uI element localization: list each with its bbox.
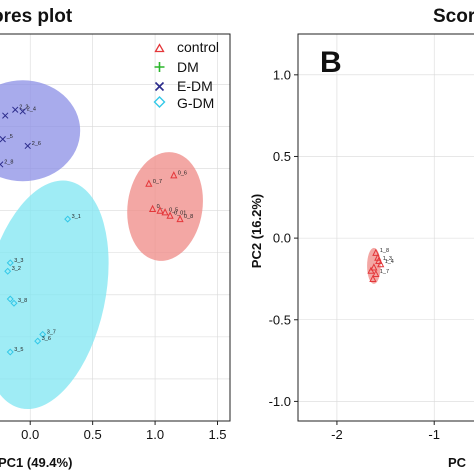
panel-b-grid — [298, 34, 474, 421]
triangle-marker-point — [161, 208, 169, 216]
confidence-ellipse-control — [127, 152, 203, 261]
panel-a-title: ores plot — [0, 6, 73, 27]
x-marker-point — [19, 108, 26, 115]
legend-label-g-dm: G-DM — [177, 95, 214, 111]
y-tick-label: 1.0 — [273, 67, 291, 82]
triangle-marker-point — [145, 179, 153, 187]
legend-plus-marker — [154, 62, 165, 72]
triangle-marker-point — [156, 206, 164, 214]
panel-b-x-axis-label: PC — [448, 455, 467, 470]
diamond-marker-point — [39, 330, 47, 338]
confidence-ellipse-e-dm — [0, 80, 81, 182]
point-label: 2_4 — [27, 106, 36, 112]
x-marker-point — [12, 106, 19, 113]
legend-x-marker — [154, 81, 165, 92]
panel-a-frame — [0, 33, 231, 422]
point-label: 0_6 — [178, 170, 187, 176]
point-label: 3_5 — [14, 347, 23, 353]
point-label: 3_7 — [47, 329, 56, 335]
point-label: 3_6 — [42, 336, 51, 342]
x-tick-label: 1.5 — [208, 427, 226, 442]
point-label: 2_2 — [19, 105, 28, 111]
point-label: 0_7 — [153, 179, 162, 185]
point-label: 3_8 — [18, 298, 27, 304]
legend-label-e-dm: E-DM — [177, 78, 213, 94]
y-tick-label: -0.5 — [269, 312, 291, 327]
panel-b-points: 1_8 1_31_4 1_7 — [367, 248, 394, 282]
legend-triangle-marker — [154, 43, 165, 53]
legend-label-control: control — [177, 39, 219, 55]
point-label: 2_8 — [4, 159, 13, 165]
x-tick-label: -2 — [331, 427, 343, 442]
x-tick-label: -1 — [428, 427, 440, 442]
triangle-marker-point — [369, 274, 377, 282]
x-marker-point — [0, 136, 6, 143]
triangle-marker-point — [375, 256, 383, 264]
triangle-marker-point — [148, 204, 157, 213]
legend-diamond-marker — [153, 96, 166, 108]
x-tick-label: 0.5 — [84, 427, 102, 442]
legend-entry-g-dm: G-DM — [153, 95, 214, 111]
triangle-marker-point — [372, 248, 380, 256]
point-label: 2_6 — [32, 141, 41, 147]
x-marker-point — [0, 161, 4, 168]
point-label: 0_01 — [174, 211, 186, 217]
point-label: 1_3 — [383, 256, 392, 262]
point-label: 3_1 — [72, 214, 81, 220]
triangle-marker-point — [377, 260, 385, 268]
diamond-marker-point — [64, 215, 72, 223]
panel-b-y-axis-label: PC2 (16.2%) — [249, 194, 264, 268]
legend-entry-dm: DM — [154, 59, 199, 75]
x-marker-point — [2, 112, 9, 119]
diamond-marker-point — [6, 259, 14, 267]
panel-a: ores plot 0_70_60_0_50_010_82_22_4_52_62… — [0, 6, 231, 470]
diamond-marker-point — [6, 348, 14, 356]
y-tick-label: -1.0 — [269, 394, 291, 409]
panel-a-points: 0_70_60_0_50_010_82_22_4_52_62_83_13_33_… — [0, 105, 193, 356]
diamond-marker-point — [10, 299, 18, 307]
diamond-marker-point — [34, 337, 42, 345]
point-label: 0_8 — [184, 214, 193, 220]
x-tick-label: 0.0 — [21, 427, 39, 442]
triangle-marker-point — [370, 263, 378, 271]
point-label: 1_7 — [380, 269, 389, 275]
point-label: 0_5 — [169, 207, 178, 213]
diamond-marker-point — [4, 267, 12, 275]
diamond-marker-point — [6, 295, 14, 303]
triangle-marker-point — [166, 211, 174, 219]
panel-b-x-ticks: -2 -1 — [331, 421, 440, 442]
legend-label-dm: DM — [177, 59, 199, 75]
point-label: 3_2 — [12, 266, 21, 272]
panel-b-letter: B — [320, 46, 342, 79]
y-tick-label: 0.0 — [273, 231, 291, 246]
panel-b: Scor 1_8 1_31_4 1_7 -2 -1 1.0 0.5 0.0 -0.5 -1.0… — [249, 6, 474, 470]
legend-entry-e-dm: E-DM — [154, 78, 213, 94]
panel-a-x-ticks: 0.0 0.5 1.0 1.5 — [21, 421, 227, 442]
triangle-marker-point — [176, 214, 184, 223]
x-tick-label: 1.0 — [146, 427, 164, 442]
panel-b-y-ticks: 1.0 0.5 0.0 -0.5 -1.0 — [269, 67, 298, 409]
panel-a-ellipses — [0, 80, 203, 410]
panel-b-title: Scor — [433, 6, 474, 27]
panel-a-x-axis-label: PC1 (49.4%) — [0, 455, 72, 470]
triangle-marker-point — [372, 269, 380, 278]
legend: control DM E-DM G-DM — [153, 39, 219, 111]
point-label: 3_3 — [14, 258, 23, 264]
point-label: 1_8 — [380, 248, 389, 254]
legend-entry-control: control — [154, 39, 219, 55]
point-label: _5 — [6, 134, 13, 140]
panel-b-frame — [297, 33, 474, 422]
triangle-marker-point — [170, 171, 178, 179]
y-tick-label: 0.5 — [273, 149, 291, 164]
point-label: 1_4 — [385, 259, 394, 265]
triangle-marker-point — [367, 266, 375, 274]
x-marker-point — [24, 142, 31, 150]
